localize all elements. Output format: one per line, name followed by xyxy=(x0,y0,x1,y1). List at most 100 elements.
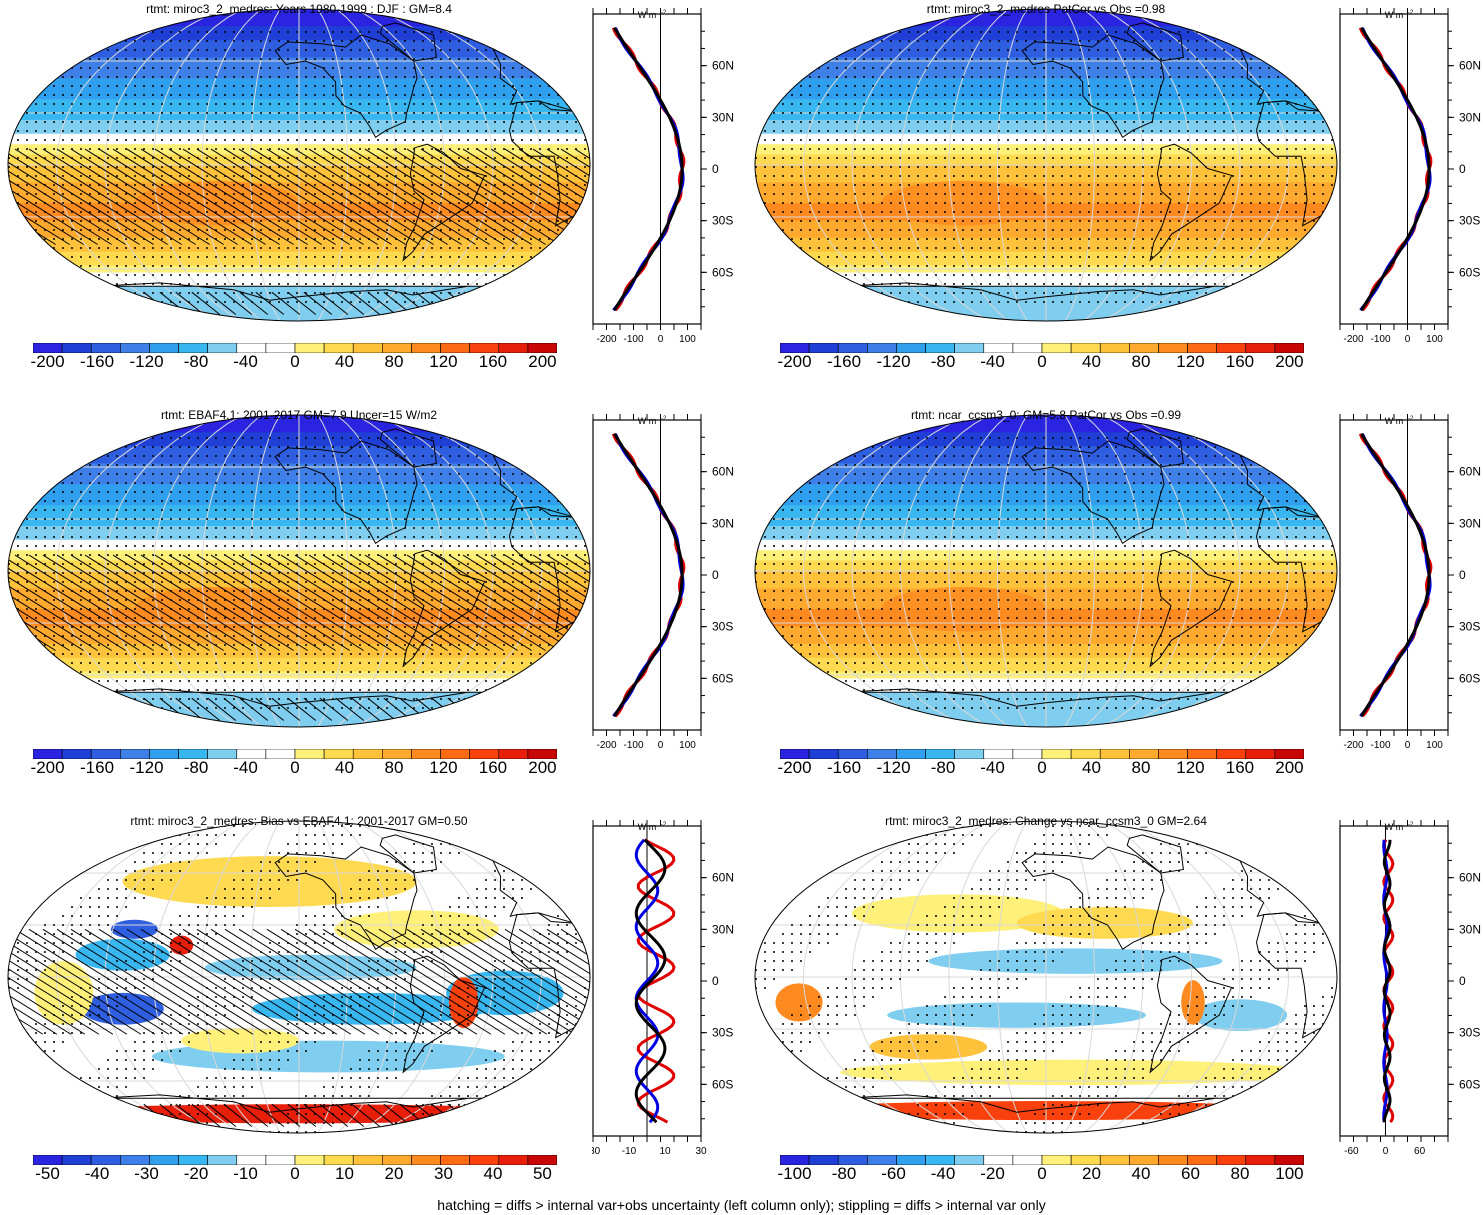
colorbar-tick-label: 100 xyxy=(1275,1164,1304,1183)
colorbar-tick-label: 30 xyxy=(433,1164,453,1183)
other-zonal-line xyxy=(613,433,684,717)
colorbar-tick-label: 40 xyxy=(1131,1164,1151,1183)
zonal-mean-plot: -200 -100 0 100 W m -2 60N 30N 0 30S 60S xyxy=(592,412,752,760)
lat-tick-label: 60N xyxy=(712,871,734,885)
panel-title: rtmt: ncar_ccsm3_0: GM=5.8 PatCor vs Obs… xyxy=(910,408,1182,422)
zonal-x-tick: -100 xyxy=(623,740,643,751)
lat-tick-label: 30N xyxy=(1459,922,1481,936)
other-zonal-line xyxy=(1360,27,1431,311)
lat-tick-label: 30N xyxy=(1459,516,1481,530)
colorbar xyxy=(779,746,1305,760)
colorbar-tick-label: -160 xyxy=(80,352,115,371)
colorbar-tick-label: 40 xyxy=(335,758,354,777)
zonal-x-tick: -100 xyxy=(1370,740,1390,751)
colorbar-tick-label: -200 xyxy=(30,758,65,777)
zonal-mean-plot: -200 -100 0 100 W m -2 60N 30N 0 30S 60S xyxy=(1339,412,1483,760)
zonal-mean-plot: -200 -100 0 100 W m -2 60N 30N 0 30S 60S xyxy=(592,6,752,354)
other-zonal-line xyxy=(1382,839,1392,1123)
zonal-x-tick: -200 xyxy=(1343,740,1363,751)
zonal-x-tick: 0 xyxy=(1383,1146,1389,1157)
colorbar-tick-label: -80 xyxy=(930,758,956,777)
colorbar-tick-label: 80 xyxy=(1131,352,1151,371)
colorbar-tick-label: -80 xyxy=(183,758,209,777)
zonal-x-tick: -60 xyxy=(1344,1146,1359,1157)
zonal-x-tick: 10 xyxy=(659,1146,671,1157)
lat-tick-label: 30S xyxy=(712,1026,733,1040)
colorbar-tick-label: -30 xyxy=(134,1164,159,1183)
colorbar-tick-label: 0 xyxy=(1037,352,1047,371)
map-panel xyxy=(5,412,593,730)
colorbar-tick-label: -160 xyxy=(827,758,862,777)
lat-tick-label: 60S xyxy=(712,671,733,685)
colorbar-tick-label: -20 xyxy=(980,1164,1005,1183)
lat-tick-label: 60N xyxy=(1459,59,1481,73)
colorbar-tick-label: -200 xyxy=(30,352,65,371)
colorbar-labels: -100 -80 -60 -40 -20 0 20 40 60 80 100 xyxy=(777,1164,1304,1186)
obs-zonal-line xyxy=(634,838,660,1124)
map-panel xyxy=(5,818,593,1136)
map-plot xyxy=(7,8,591,322)
zonal-x-tick: 30 xyxy=(695,1146,707,1157)
lat-tick-label: 0 xyxy=(1459,162,1466,176)
map-plot xyxy=(754,8,1338,322)
lat-tick-label: 60S xyxy=(712,265,733,279)
units-label: W m xyxy=(638,416,657,426)
lat-tick-label: 60N xyxy=(712,59,734,73)
colorbar-tick-label: 80 xyxy=(1230,1164,1250,1183)
colorbar-tick-label: 200 xyxy=(1275,352,1304,371)
colorbar-tick-label: 120 xyxy=(1176,758,1205,777)
map-plot xyxy=(754,820,1338,1134)
colorbar-tick-label: 0 xyxy=(290,758,300,777)
colorbar-tick-label: -120 xyxy=(876,352,911,371)
lat-tick-label: 60S xyxy=(1459,1077,1480,1091)
colorbar-tick-label: 40 xyxy=(335,352,354,371)
colorbar-tick-label: -40 xyxy=(233,758,258,777)
colorbar-tick-label: 120 xyxy=(429,352,458,371)
colorbar-tick-label: -200 xyxy=(777,758,812,777)
map-plot xyxy=(7,414,591,728)
colorbar-tick-label: -120 xyxy=(129,758,164,777)
zonal-x-tick: 100 xyxy=(1426,740,1443,751)
colorbar-tick-label: -40 xyxy=(84,1164,110,1183)
colorbar-tick-label: 80 xyxy=(1131,758,1151,777)
map-plot xyxy=(7,820,591,1134)
colorbar-labels: -50 -40 -30 -20 -10 0 10 20 30 40 50 xyxy=(33,1164,557,1186)
map-panel xyxy=(752,412,1340,730)
lat-tick-label: 60S xyxy=(1459,265,1480,279)
colorbar-tick-label: -60 xyxy=(881,1164,906,1183)
colorbar-tick-label: -120 xyxy=(129,352,164,371)
colorbar-tick-label: 20 xyxy=(1082,1164,1101,1183)
lat-tick-label: 0 xyxy=(712,974,719,988)
lat-tick-label: 30N xyxy=(712,516,734,530)
colorbar xyxy=(779,1152,1305,1166)
colorbar-tick-label: 40 xyxy=(1082,758,1101,777)
colorbar-tick-label: -100 xyxy=(777,1164,812,1183)
lat-tick-label: 60S xyxy=(1459,671,1480,685)
colorbar-tick-label: -10 xyxy=(233,1164,258,1183)
colorbar-tick-label: 60 xyxy=(1180,1164,1200,1183)
colorbar-tick-label: 50 xyxy=(532,1164,552,1183)
colorbar-tick-label: 120 xyxy=(1176,352,1205,371)
units-label: W m xyxy=(1385,822,1404,832)
colorbar-tick-label: 0 xyxy=(290,352,300,371)
other-zonal-line xyxy=(613,27,684,311)
colorbar-tick-label: 200 xyxy=(528,758,557,777)
colorbar-labels: -200 -160 -120 -80 -40 0 40 80 120 160 200 xyxy=(778,352,1304,374)
panel-title: rtmt: miroc3_2_medres: Bias vs EBAF4.1: … xyxy=(130,814,468,828)
colorbar-tick-label: 40 xyxy=(483,1164,503,1183)
colorbar xyxy=(32,340,558,354)
map-panel xyxy=(5,6,593,324)
colorbar-tick-label: 20 xyxy=(384,1164,404,1183)
colorbar-tick-label: -80 xyxy=(831,1164,857,1183)
zonal-x-tick: -100 xyxy=(623,334,643,345)
lat-tick-label: 30S xyxy=(712,214,733,228)
lat-tick-label: 30N xyxy=(712,110,734,124)
lat-tick-label: 60N xyxy=(1459,871,1481,885)
zonal-x-tick: 0 xyxy=(1405,740,1411,751)
